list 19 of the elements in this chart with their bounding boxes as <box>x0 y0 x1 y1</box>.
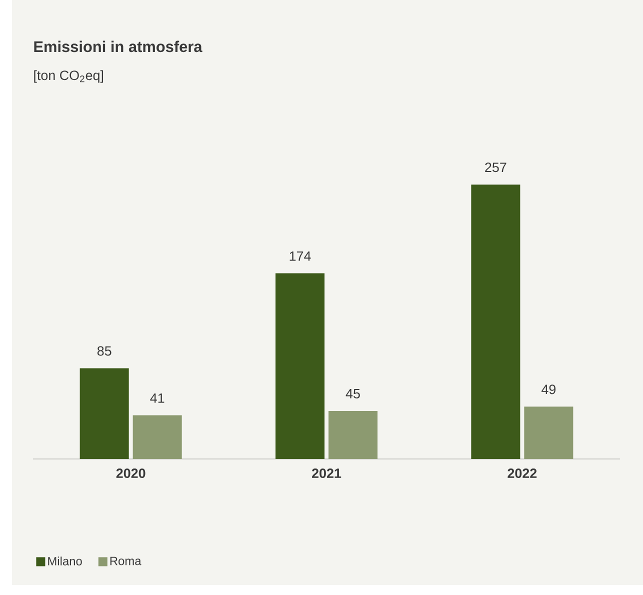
data-label: 85 <box>97 346 112 356</box>
bar <box>471 184 520 459</box>
x-tick-label: 2020 <box>116 468 146 478</box>
x-tick-label: 2021 <box>312 468 342 478</box>
data-label: 174 <box>290 251 311 261</box>
legend-label: Milano <box>48 556 82 566</box>
bar <box>132 415 182 459</box>
data-label: 257 <box>485 162 506 172</box>
x-tick-label: 2022 <box>508 468 537 478</box>
bar <box>524 406 574 459</box>
chart-title: Emissioni in atmosfera <box>34 40 202 52</box>
bar <box>276 273 325 459</box>
bar <box>80 368 129 459</box>
data-label: 45 <box>346 389 360 398</box>
data-label: 49 <box>542 384 556 394</box>
data-label: 41 <box>150 393 164 403</box>
legend-label: Roma <box>110 556 142 566</box>
chart-subtitle: [ton CO$_{2}$eq] <box>34 70 104 83</box>
bar <box>328 410 378 459</box>
